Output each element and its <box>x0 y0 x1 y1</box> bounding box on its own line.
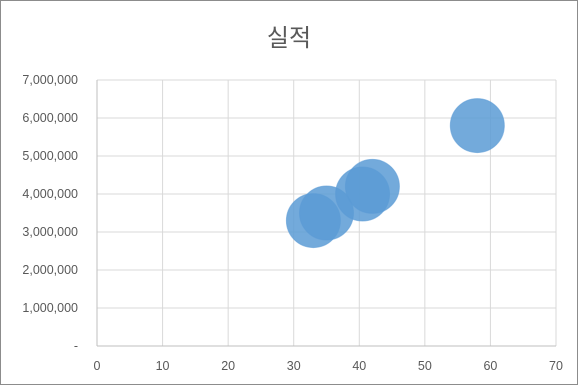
bubble-point[interactable] <box>449 98 505 154</box>
x-tick-label: 20 <box>221 359 235 373</box>
chart-title: 실적 <box>267 24 311 52</box>
y-tick-label: 7,000,000 <box>22 73 78 87</box>
y-tick-label: 6,000,000 <box>22 111 78 125</box>
x-tick-label: 50 <box>418 359 432 373</box>
x-tick-label: 70 <box>549 359 563 373</box>
x-tick-label: 40 <box>352 359 366 373</box>
y-tick-label: 2,000,000 <box>22 263 78 277</box>
y-tick-label: 3,000,000 <box>22 225 78 239</box>
bubbles <box>285 98 505 249</box>
x-tick-label: 60 <box>483 359 497 373</box>
x-tick-label: 30 <box>287 359 301 373</box>
axes: 0 10 20 30 40 50 60 70 - 1,000,000 2,000,000 3,000,… <box>22 73 563 373</box>
y-tick-label: 4,000,000 <box>22 187 78 201</box>
y-tick-label: 5,000,000 <box>22 149 78 163</box>
x-tick-label: 10 <box>156 359 170 373</box>
x-tick-label: 0 <box>94 359 101 373</box>
bubble-point[interactable] <box>344 158 400 214</box>
y-tick-label: - <box>74 339 78 353</box>
y-tick-label: 1,000,000 <box>22 301 78 315</box>
